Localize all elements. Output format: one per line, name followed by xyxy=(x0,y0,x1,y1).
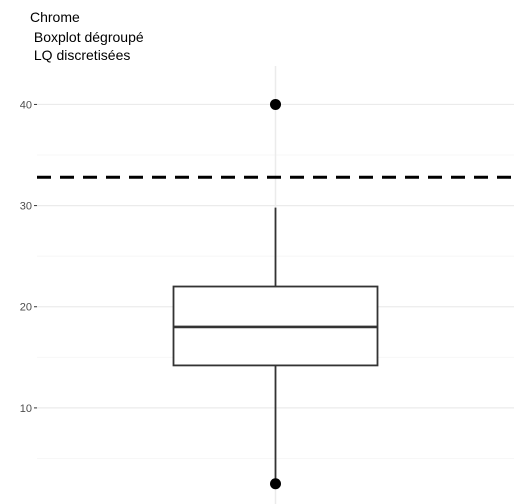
y-tick-label: 20 xyxy=(20,302,32,314)
outlier-point xyxy=(270,478,281,490)
chart-subtitle: Boxplot dégroupé xyxy=(30,29,144,45)
y-axis: 10 20 30 40 xyxy=(20,99,37,415)
y-tick-label: 40 xyxy=(20,99,32,111)
y-tick-label: 30 xyxy=(20,201,32,213)
y-tick-label: 10 xyxy=(20,403,32,415)
chart-subtitle-2: LQ discretisées xyxy=(30,47,131,63)
outlier-point xyxy=(270,98,281,110)
boxplot-marks xyxy=(37,98,514,490)
chart-title: Chrome xyxy=(30,9,80,25)
